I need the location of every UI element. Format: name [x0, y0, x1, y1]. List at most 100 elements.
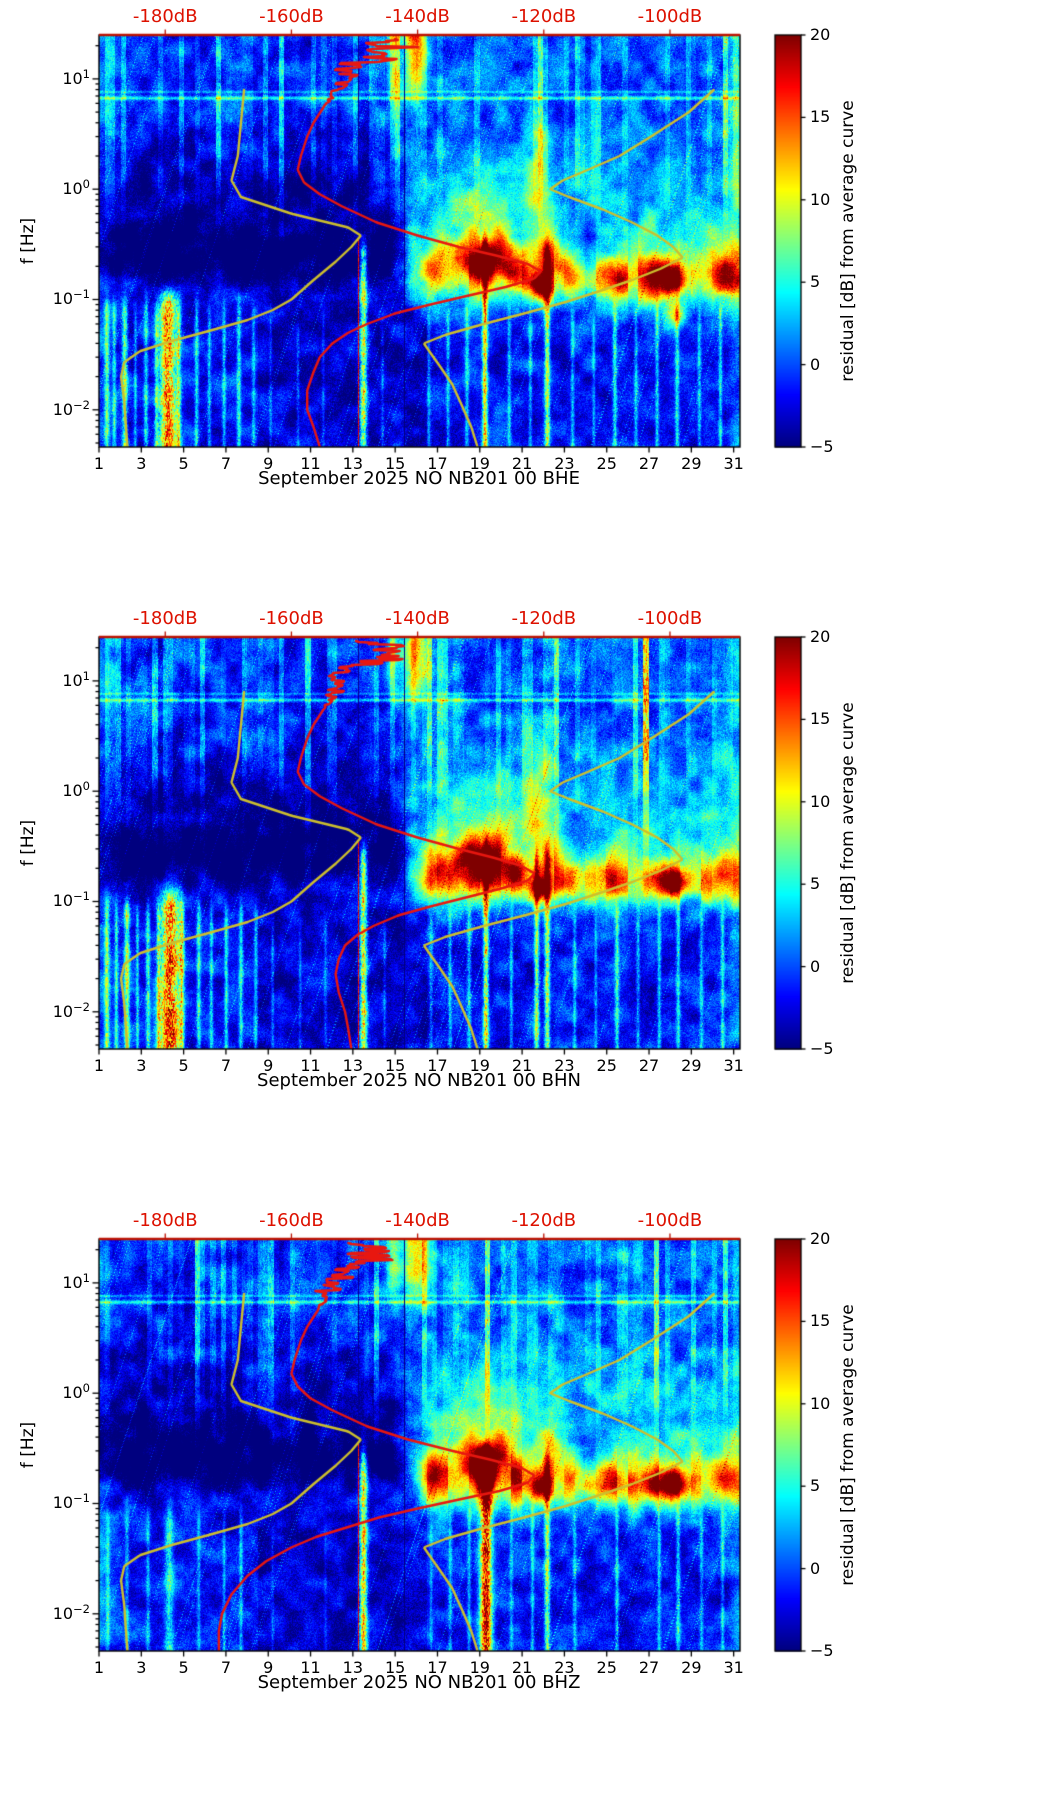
y-tick-base: 10 [52, 399, 74, 419]
x-tick-label: 25 [596, 1056, 617, 1075]
colorbar-label: residual [dB] from average curve [838, 100, 858, 382]
x-tick-label: 9 [263, 1056, 274, 1075]
colorbar-tick-label: 15 [810, 1311, 831, 1331]
x-tick-label: 29 [681, 1056, 702, 1075]
x-tick-label: 19 [469, 1658, 490, 1677]
colorbar-tick-label: 0 [810, 956, 821, 976]
colorbar-tick-label: 0 [810, 1558, 821, 1578]
colorbar-tick-label: −5 [810, 1641, 834, 1660]
y-tick-base: 10 [52, 289, 74, 309]
x-tick-label: 19 [469, 1056, 490, 1075]
y-tick-base: 10 [62, 1383, 83, 1403]
x-tick-label: 13 [342, 1658, 364, 1677]
spectrogram-panel-bhz: September 2025 NO NB201 00 BHZ f [Hz] re… [0, 1204, 1052, 1806]
x-tick-label: 27 [638, 454, 660, 473]
x-tick-label: 3 [136, 1658, 147, 1677]
y-tick-base: 10 [62, 781, 83, 801]
spectrogram-panel-bhn: September 2025 NO NB201 00 BHN f [Hz] re… [0, 602, 1052, 1204]
top-axis-tick-label: -180dB [132, 1210, 198, 1231]
x-tick-label: 15 [384, 1056, 406, 1075]
x-tick-label: 23 [554, 1658, 575, 1677]
x-tick-label: 15 [384, 454, 406, 473]
colorbar-tick-label: 10 [810, 189, 831, 209]
x-tick-label: 13 [342, 1056, 364, 1075]
y-tick-exponent: 0 [82, 177, 90, 192]
x-tick-label: 17 [427, 1056, 448, 1075]
colorbar-label: residual [dB] from average curve [838, 1304, 858, 1586]
x-tick-label: 23 [554, 454, 575, 473]
spectrogram-panel-bhe: September 2025 NO NB201 00 BHE f [Hz] re… [0, 0, 1052, 602]
x-tick-label: 11 [300, 454, 321, 473]
x-tick-label: 17 [427, 1658, 448, 1677]
colorbar-tick-label: 15 [810, 107, 831, 127]
y-tick-exponent: 1 [82, 1270, 90, 1285]
y-tick-base: 10 [52, 1001, 74, 1021]
x-tick-label: 5 [178, 1056, 189, 1075]
colorbar-label: residual [dB] from average curve [838, 702, 858, 984]
x-tick-label: 5 [178, 454, 189, 473]
spectrogram-canvas-bhz [0, 1204, 1052, 1806]
top-axis-tick-label: -120dB [511, 608, 577, 629]
x-axis-title: September 2025 NO NB201 00 BHE [258, 468, 580, 489]
x-tick-label: 11 [300, 1056, 321, 1075]
y-tick-label: 101 [62, 68, 90, 88]
colorbar-tick-label: 5 [810, 272, 821, 292]
x-tick-label: 25 [596, 1658, 617, 1677]
colorbar-tick-label: 10 [810, 791, 831, 811]
top-axis-tick-label: -100dB [637, 608, 703, 629]
x-tick-label: 1 [93, 1658, 105, 1677]
x-tick-label: 21 [511, 1658, 533, 1677]
top-axis-tick-label: -180dB [132, 608, 198, 629]
spectrogram-canvas-bhn [0, 602, 1052, 1204]
x-axis-title: September 2025 NO NB201 00 BHZ [257, 1672, 581, 1693]
y-tick-exponent: −1 [73, 889, 90, 904]
y-tick-exponent: 1 [82, 668, 90, 683]
y-tick-label: 100 [62, 1382, 90, 1403]
y-tick-base: 10 [62, 670, 83, 690]
y-tick-label: 10−1 [52, 891, 90, 911]
x-tick-label: 31 [723, 454, 744, 473]
y-tick-exponent: 0 [82, 1381, 90, 1396]
y-tick-label: 101 [62, 670, 90, 690]
x-axis-title: September 2025 NO NB201 00 BHN [257, 1070, 581, 1091]
x-tick-label: 17 [427, 454, 448, 473]
colorbar-tick-label: 20 [810, 25, 831, 44]
spectrogram-canvas-bhe [0, 0, 1052, 602]
top-axis-tick-label: -140dB [385, 1210, 450, 1231]
y-tick-label: 10−2 [53, 1603, 90, 1622]
colorbar-tick-label: 0 [810, 354, 821, 374]
y-tick-label: 101 [62, 1272, 90, 1291]
y-axis-label: f [Hz] [18, 217, 38, 265]
x-tick-label: 9 [263, 1658, 274, 1677]
x-tick-label: 31 [723, 1056, 744, 1075]
top-axis-tick-label: -100dB [637, 6, 703, 27]
top-axis-tick-label: -160dB [259, 608, 324, 629]
y-tick-exponent: −1 [73, 1491, 90, 1506]
x-tick-label: 15 [384, 1658, 406, 1677]
colorbar-tick-label: −5 [810, 1039, 834, 1058]
y-tick-base: 10 [62, 68, 83, 88]
x-tick-label: 7 [220, 1658, 232, 1677]
x-tick-label: 3 [136, 454, 147, 473]
x-tick-label: 3 [136, 1056, 147, 1075]
top-axis-tick-label: -140dB [385, 608, 450, 629]
y-axis-label: f [Hz] [18, 819, 38, 867]
top-axis-tick-label: -120dB [511, 6, 577, 27]
top-axis-tick-label: -120dB [511, 1210, 577, 1231]
colorbar-tick-label: 5 [810, 874, 821, 894]
colorbar-tick-label: 10 [810, 1393, 831, 1413]
x-tick-label: 1 [93, 1056, 105, 1075]
y-tick-base: 10 [52, 891, 74, 911]
top-axis-tick-label: -140dB [385, 6, 450, 27]
y-tick-exponent: −2 [73, 999, 90, 1014]
y-tick-label: 10−2 [52, 1001, 90, 1021]
colorbar-tick-label: −5 [810, 437, 834, 456]
x-tick-label: 27 [638, 1056, 660, 1075]
x-tick-label: 29 [681, 454, 702, 473]
top-axis-tick-label: -100dB [637, 1210, 703, 1231]
y-tick-exponent: −1 [73, 287, 90, 302]
y-tick-label: 10−2 [52, 399, 90, 419]
x-tick-label: 27 [638, 1658, 660, 1677]
y-tick-exponent: −2 [73, 397, 90, 412]
y-tick-exponent: −2 [73, 1601, 90, 1616]
